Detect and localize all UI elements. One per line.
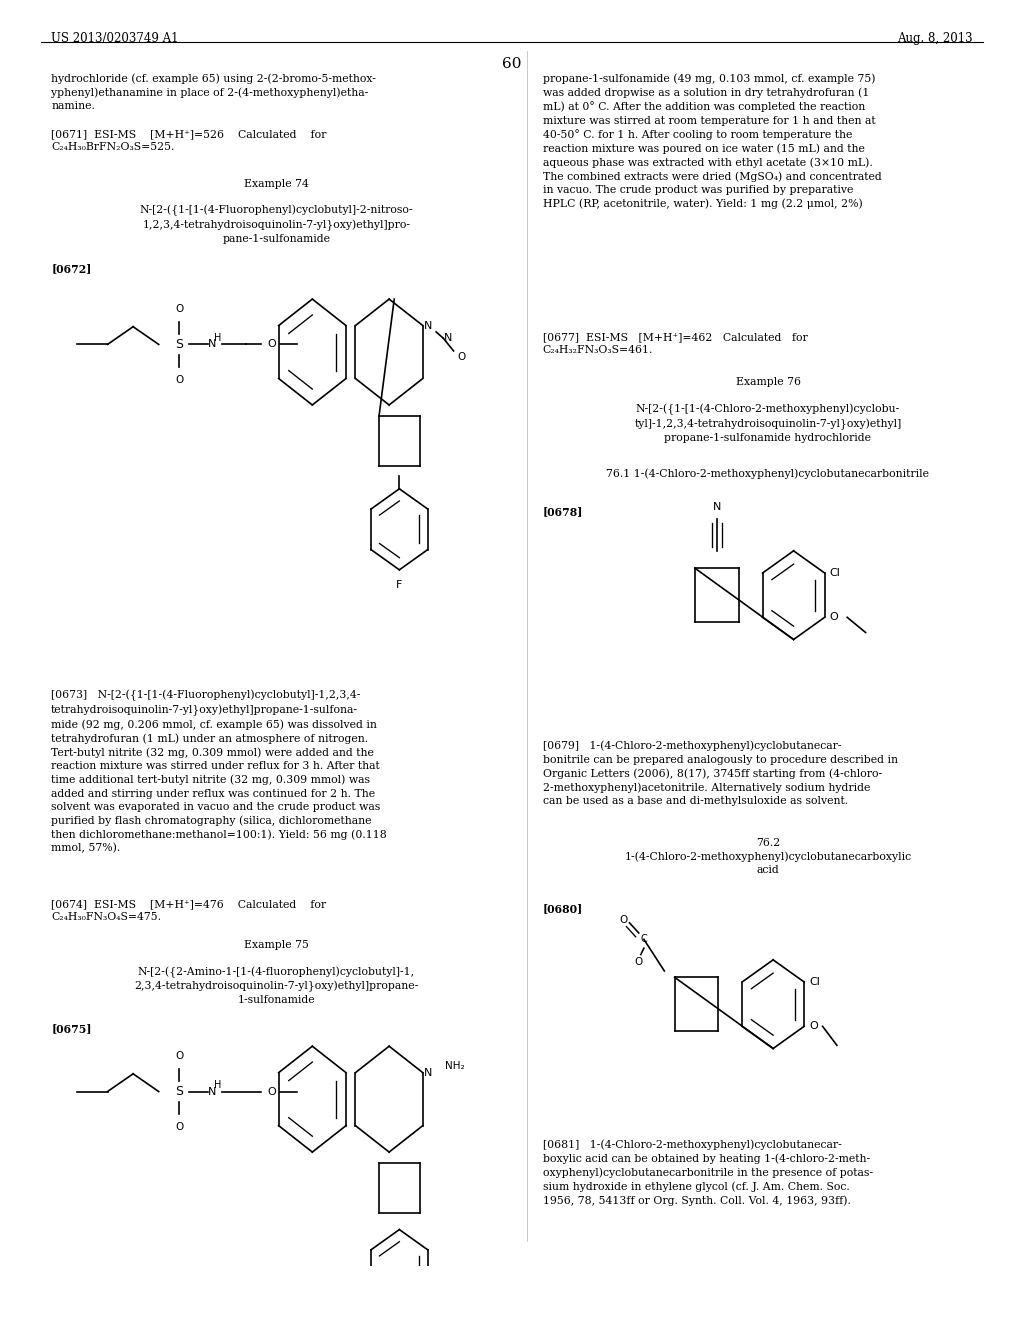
Text: Example 76: Example 76 xyxy=(735,378,801,387)
Text: O: O xyxy=(267,339,275,350)
Text: [0677]  ESI-MS   [M+H⁺]=462   Calculated   for
C₂₄H₃₂FN₃O₃S=461.: [0677] ESI-MS [M+H⁺]=462 Calculated for … xyxy=(543,331,808,355)
Text: O: O xyxy=(175,1122,183,1133)
Text: O: O xyxy=(829,612,839,622)
Text: US 2013/0203749 A1: US 2013/0203749 A1 xyxy=(51,32,179,45)
Text: O: O xyxy=(175,304,183,314)
Text: N: N xyxy=(424,1068,432,1077)
Text: O: O xyxy=(175,375,183,385)
Text: O: O xyxy=(809,1022,818,1031)
Text: N-[2-({1-[1-(4-Fluorophenyl)cyclobutyl]-2-nitroso-
1,2,3,4-tetrahydroisoquinolin: N-[2-({1-[1-(4-Fluorophenyl)cyclobutyl]-… xyxy=(139,205,414,244)
Text: [0672]: [0672] xyxy=(51,264,91,275)
Text: O: O xyxy=(620,915,628,925)
Text: NH₂: NH₂ xyxy=(445,1061,465,1072)
Text: [0675]: [0675] xyxy=(51,1023,92,1034)
Text: Cl: Cl xyxy=(809,977,820,987)
Text: S: S xyxy=(175,338,183,351)
Text: [0680]: [0680] xyxy=(543,903,583,913)
Text: hydrochloride (cf. example 65) using 2-(2-bromo-5-methox-
yphenyl)ethanamine in : hydrochloride (cf. example 65) using 2-(… xyxy=(51,74,376,111)
Text: F: F xyxy=(396,579,402,590)
Text: N: N xyxy=(713,502,721,512)
Text: [0678]: [0678] xyxy=(543,507,583,517)
Text: H: H xyxy=(214,333,222,343)
Text: N-[2-({1-[1-(4-Chloro-2-methoxyphenyl)cyclobu-
tyl]-1,2,3,4-tetrahydroisoquinoli: N-[2-({1-[1-(4-Chloro-2-methoxyphenyl)cy… xyxy=(635,404,901,444)
Text: N-[2-({2-Amino-1-[1-(4-fluorophenyl)cyclobutyl]-1,
2,3,4-tetrahydroisoquinolin-7: N-[2-({2-Amino-1-[1-(4-fluorophenyl)cycl… xyxy=(134,966,419,1006)
Text: H: H xyxy=(214,1080,222,1090)
Text: [0673]   N-[2-({1-[1-(4-Fluorophenyl)cyclobutyl]-1,2,3,4-
tetrahydroisoquinolin-: [0673] N-[2-({1-[1-(4-Fluorophenyl)cyclo… xyxy=(51,690,387,854)
Text: [0671]  ESI-MS    [M+H⁺]=526    Calculated    for
C₂₄H₃₀BrFN₂O₃S=525.: [0671] ESI-MS [M+H⁺]=526 Calculated for … xyxy=(51,129,327,152)
Text: O: O xyxy=(635,957,643,968)
Text: [0679]   1-(4-Chloro-2-methoxyphenyl)cyclobutanecar-
bonitrile can be prepared a: [0679] 1-(4-Chloro-2-methoxyphenyl)cyclo… xyxy=(543,741,898,805)
Text: O: O xyxy=(267,1086,275,1097)
Text: N: N xyxy=(444,333,453,343)
Text: 76.2
1-(4-Chloro-2-methoxyphenyl)cyclobutanecarboxylic
acid: 76.2 1-(4-Chloro-2-methoxyphenyl)cyclobu… xyxy=(625,838,911,875)
Text: 60: 60 xyxy=(502,57,522,71)
Text: 76.1 1-(4-Chloro-2-methoxyphenyl)cyclobutanecarbonitrile: 76.1 1-(4-Chloro-2-methoxyphenyl)cyclobu… xyxy=(606,469,930,479)
Text: [0681]   1-(4-Chloro-2-methoxyphenyl)cyclobutanecar-
boxylic acid can be obtaine: [0681] 1-(4-Chloro-2-methoxyphenyl)cyclo… xyxy=(543,1139,872,1206)
Text: O: O xyxy=(458,352,466,362)
Text: N: N xyxy=(424,321,432,330)
Text: [0674]  ESI-MS    [M+H⁺]=476    Calculated    for
C₂₄H₃₀FN₃O₄S=475.: [0674] ESI-MS [M+H⁺]=476 Calculated for … xyxy=(51,899,327,923)
Text: Aug. 8, 2013: Aug. 8, 2013 xyxy=(897,32,973,45)
Text: propane-1-sulfonamide (49 mg, 0.103 mmol, cf. example 75)
was added dropwise as : propane-1-sulfonamide (49 mg, 0.103 mmol… xyxy=(543,74,882,209)
Text: C: C xyxy=(640,935,647,944)
Text: N: N xyxy=(208,1086,216,1097)
Text: S: S xyxy=(175,1085,183,1098)
Text: N: N xyxy=(208,339,216,350)
Text: O: O xyxy=(175,1051,183,1061)
Text: Example 75: Example 75 xyxy=(244,940,309,949)
Text: Cl: Cl xyxy=(829,568,841,578)
Text: Example 74: Example 74 xyxy=(244,178,309,189)
